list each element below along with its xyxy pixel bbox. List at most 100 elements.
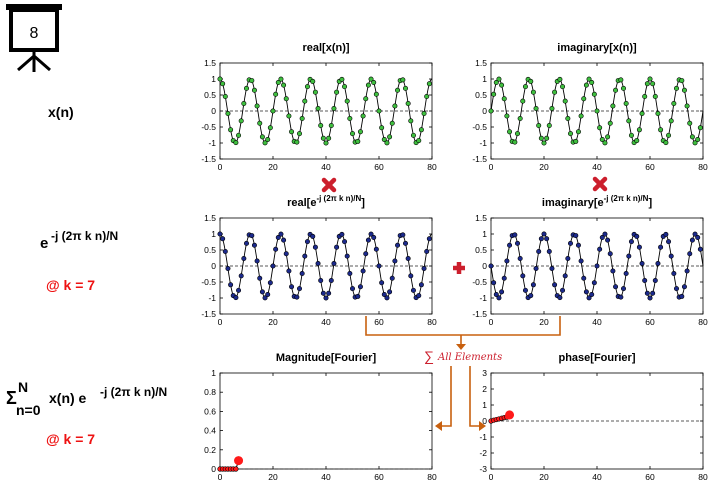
data-point (605, 237, 611, 243)
y-tick-label: 0.6 (204, 406, 216, 416)
data-point (320, 290, 326, 296)
data-point (310, 78, 316, 84)
data-point (655, 260, 661, 266)
data-point (613, 284, 619, 290)
x-tick-label: 0 (218, 472, 223, 482)
data-point (381, 137, 387, 143)
data-point (599, 234, 605, 240)
data-point (331, 105, 337, 111)
data-point (620, 286, 626, 292)
data-point (363, 251, 369, 257)
y-tick-label: 0 (211, 464, 216, 474)
data-point (334, 244, 340, 250)
data-point (589, 79, 595, 85)
data-point (344, 98, 350, 104)
data-point (573, 138, 579, 144)
data-point (225, 266, 231, 272)
data-point (538, 135, 544, 141)
x-tick-label: 60 (645, 317, 655, 327)
data-point (647, 295, 653, 301)
x-tick-label: 60 (645, 162, 655, 172)
data-point (424, 248, 430, 254)
y-tick-label: 2 (482, 384, 487, 394)
data-point (644, 81, 650, 87)
x-tick-label: 40 (321, 162, 331, 172)
chart-title-base: imaginary[x(n)] (557, 42, 637, 54)
data-point (259, 134, 265, 140)
x-tick-label: 40 (592, 162, 602, 172)
data-point (312, 89, 318, 95)
data-point (552, 282, 558, 288)
data-point (357, 284, 363, 290)
data-point (318, 278, 324, 284)
row-label-fourier-sum: Σ N n=0 x(n) e -j (2π k n)/N (6, 379, 167, 418)
y-tick-label: 1 (482, 229, 487, 239)
data-point (493, 79, 499, 85)
x-tick-label: 40 (321, 317, 331, 327)
data-point (421, 266, 427, 272)
x-tick-label: 0 (489, 162, 494, 172)
y-tick-label: -1 (208, 138, 216, 148)
data-point (302, 98, 308, 104)
data-point (278, 76, 284, 82)
data-point (528, 78, 534, 84)
data-point (512, 232, 518, 238)
data-point (496, 295, 502, 301)
data-point (639, 111, 645, 117)
data-point (342, 84, 348, 90)
data-point (501, 275, 507, 281)
data-point (289, 284, 295, 290)
data-point (387, 289, 393, 295)
data-point (373, 246, 379, 252)
data-point (647, 76, 653, 82)
data-point (347, 115, 353, 121)
y-tick-label: 1 (211, 74, 216, 84)
data-point (365, 237, 371, 243)
data-point (357, 129, 363, 135)
data-point (581, 275, 587, 281)
data-point (310, 233, 316, 239)
data-point (520, 273, 526, 279)
data-point (376, 108, 382, 114)
data-point (687, 120, 693, 126)
data-point (488, 108, 494, 114)
data-point (392, 258, 398, 264)
data-point (684, 268, 690, 274)
data-point (549, 266, 555, 272)
data-point (331, 260, 337, 266)
data-point (304, 84, 310, 90)
data-point (658, 127, 664, 133)
data-point (236, 132, 242, 138)
data-point (220, 236, 226, 242)
data-point (541, 140, 547, 146)
data-point (639, 260, 645, 266)
data-point (634, 233, 640, 239)
data-point (671, 101, 677, 107)
data-point (424, 93, 430, 99)
data-point (562, 273, 568, 279)
y-tick-label: 1.5 (204, 58, 216, 68)
data-point (400, 232, 406, 238)
chart-title: phase[Fourier] (558, 352, 635, 364)
data-point (299, 270, 305, 276)
data-point (402, 85, 408, 91)
data-point (389, 120, 395, 126)
x-tick-label: 20 (539, 472, 549, 482)
data-point (575, 242, 581, 248)
data-point (530, 282, 536, 288)
data-point (286, 268, 292, 274)
x-tick-label: 40 (592, 317, 602, 327)
data-point (578, 113, 584, 119)
x-tick-label: 0 (489, 317, 494, 327)
k-label-top: @ k = 7 (46, 277, 95, 293)
data-point (342, 239, 348, 245)
data-point (488, 263, 494, 269)
data-point (408, 118, 414, 124)
data-point (368, 231, 374, 237)
x-tick-label: 60 (374, 162, 384, 172)
data-point (323, 140, 329, 146)
y-tick-label: -3 (479, 464, 487, 474)
data-point (244, 240, 250, 246)
data-point (421, 111, 427, 117)
chart-title: real[e-j (2π k n)/N] (287, 194, 365, 209)
